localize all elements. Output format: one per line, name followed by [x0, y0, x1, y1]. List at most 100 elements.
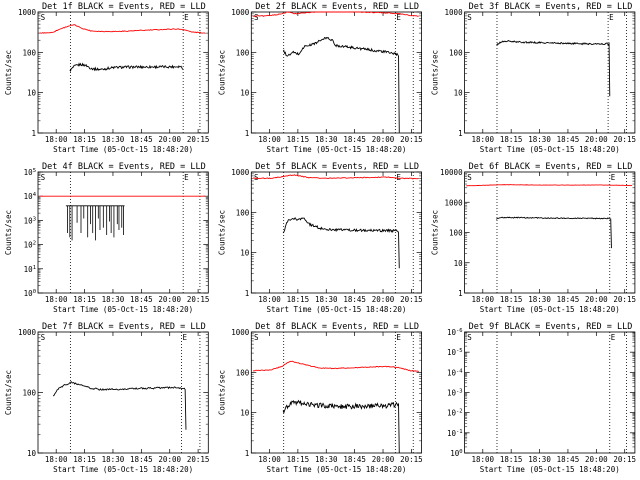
panel-det-5: Det 5f BLACK = Events, RED = LLD 1 10 100 10… [217, 162, 422, 314]
y-tick-label: 1 [245, 449, 250, 458]
y-axis-label: Counts/sec [431, 210, 440, 255]
y-axis-label: Counts/sec [217, 50, 226, 95]
plot-frame [250, 171, 423, 294]
y-tick-label: 100 [24, 289, 36, 298]
x-tick-label: 18:00 [45, 295, 68, 304]
x-tick-label: 18:45 [130, 135, 153, 144]
y-tick-label: 1000 [18, 328, 37, 337]
x-tick-label: 18:45 [343, 295, 366, 304]
plot-frame [464, 11, 636, 134]
marker-e: E [396, 333, 401, 342]
y-tick-label: 10-4 [447, 368, 463, 377]
y-tick-label: 100 [236, 208, 250, 217]
series-line-events [282, 399, 400, 454]
x-tick-label: 18:45 [557, 295, 580, 304]
marker-s: S [467, 13, 472, 22]
y-tick-label: 10-5 [447, 348, 463, 357]
panel-title: Det 9f BLACK = Events, RED = LLD [469, 322, 633, 332]
y-tick-label: 10 [454, 89, 464, 98]
panel-title: Det 4f BLACK = Events, RED = LLD [42, 162, 206, 172]
panel-title: Det 1f BLACK = Events, RED = LLD [42, 2, 206, 12]
y-tick-label: 10-1 [447, 429, 463, 438]
x-tick-label: 20:00 [585, 455, 608, 464]
plot-frame [250, 331, 423, 454]
marker-e: E [611, 173, 616, 182]
y-tick-label: 10 [240, 249, 250, 258]
y-tick-label: 10 [240, 89, 250, 98]
series-line-events [282, 36, 400, 133]
y-tick-label: 1 [31, 129, 36, 138]
x-axis-label: Start Time (05-Oct-15 18:48:20) [266, 465, 406, 474]
marker-e: E [396, 173, 401, 182]
y-axis-label: Counts/sec [217, 370, 226, 415]
x-tick-label: 20:15 [400, 135, 423, 144]
x-tick-label: 18:45 [130, 295, 153, 304]
x-tick-label: 18:00 [258, 295, 281, 304]
series-line-events [496, 216, 612, 249]
x-tick-label: 18:00 [45, 455, 68, 464]
x-tick-label: 18:00 [472, 455, 495, 464]
y-tick-label: 1000 [231, 168, 250, 177]
x-tick-label: 18:30 [528, 455, 551, 464]
y-tick-label: 1 [245, 129, 250, 138]
series-line-lld [252, 11, 419, 17]
x-tick-label: 20:00 [158, 135, 181, 144]
panel-title: Det 7f BLACK = Events, RED = LLD [42, 322, 206, 332]
x-tick-label: 18:30 [102, 135, 125, 144]
panel-det-1: Det 1f BLACK = Events, RED = LLD 1 10 100 10… [4, 2, 209, 154]
x-tick-label: 18:45 [130, 455, 153, 464]
x-tick-label: 20:15 [187, 295, 210, 304]
x-axis-label: Start Time (05-Oct-15 18:48:20) [266, 305, 406, 314]
x-tick-label: 18:00 [258, 455, 281, 464]
x-tick-label: 20:15 [613, 455, 636, 464]
series-line-lld [466, 184, 633, 187]
panel-det-2: Det 2f BLACK = Events, RED = LLD 1 10 100 10… [217, 2, 422, 154]
x-axis-label: Start Time (05-Oct-15 18:48:20) [266, 145, 406, 154]
marker-e: E [609, 13, 614, 22]
y-tick-label: 101 [24, 265, 36, 274]
x-axis-label: Start Time (05-Oct-15 18:48:20) [480, 305, 620, 314]
plot-frame [37, 11, 209, 134]
x-tick-label: 18:15 [287, 135, 310, 144]
x-tick-label: 20:15 [400, 455, 423, 464]
x-tick-label: 18:45 [557, 135, 580, 144]
x-tick-label: 18:15 [287, 295, 310, 304]
marker-s: S [254, 173, 259, 182]
marker-s: S [254, 13, 259, 22]
x-tick-label: 18:15 [73, 455, 96, 464]
x-tick-label: 18:30 [528, 135, 551, 144]
marker-s: S [41, 173, 46, 182]
x-axis-label: Start Time (05-Oct-15 18:48:20) [53, 145, 193, 154]
y-tick-label: 1000 [231, 328, 250, 337]
x-tick-label: 20:00 [372, 295, 395, 304]
y-axis-label: Counts/sec [4, 370, 13, 415]
x-tick-label: 20:15 [613, 135, 636, 144]
x-tick-label: 18:15 [73, 135, 96, 144]
y-tick-label: 105 [24, 168, 36, 177]
x-tick-label: 18:30 [315, 455, 338, 464]
panel-title: Det 2f BLACK = Events, RED = LLD [255, 2, 419, 12]
x-tick-label: 18:00 [45, 135, 68, 144]
marker-s: S [41, 333, 46, 342]
x-tick-label: 20:15 [187, 135, 210, 144]
y-tick-label: 104 [24, 192, 37, 201]
y-tick-label: 1 [458, 289, 463, 298]
series-line-events [282, 217, 400, 269]
y-tick-label: 100 [236, 48, 250, 57]
panel-title: Det 8f BLACK = Events, RED = LLD [255, 322, 419, 332]
y-tick-label: 100 [449, 229, 463, 238]
x-tick-label: 18:45 [557, 455, 580, 464]
x-tick-label: 20:15 [187, 455, 210, 464]
x-axis-label: Start Time (05-Oct-15 18:48:20) [53, 465, 193, 474]
x-tick-label: 18:00 [472, 295, 495, 304]
x-tick-label: 18:45 [343, 455, 366, 464]
x-tick-label: 18:15 [73, 295, 96, 304]
y-tick-label: 1000 [445, 198, 464, 207]
y-tick-label: 1 [245, 289, 250, 298]
x-tick-label: 18:30 [102, 295, 125, 304]
series-line-events [52, 381, 187, 430]
y-tick-label: 10-6 [447, 328, 463, 337]
panel-det-3: Det 3f BLACK = Events, RED = LLD 1 10 100 10… [431, 2, 636, 154]
panel-det-6: Det 6f BLACK = Events, RED = LLD 1 10 100 10… [431, 162, 636, 314]
y-tick-label: 103 [24, 216, 36, 225]
